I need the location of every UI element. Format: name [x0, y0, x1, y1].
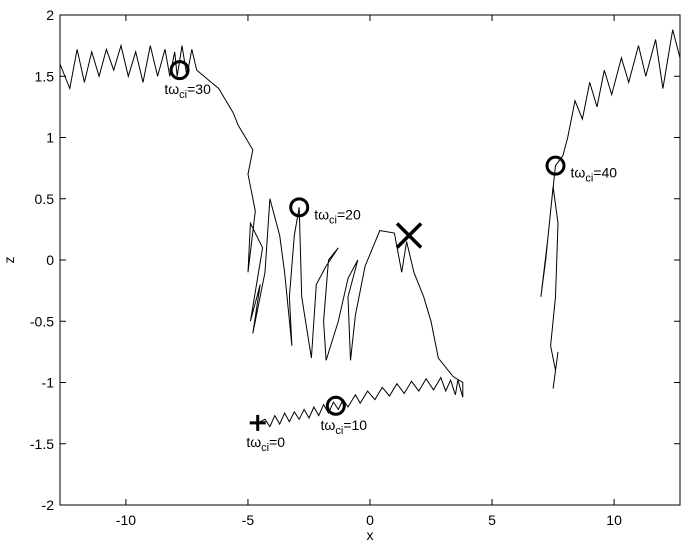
label-sub: ci: [261, 442, 269, 454]
label-sub: ci: [585, 173, 593, 185]
label-main: tω: [321, 417, 336, 433]
time-label: tωci=40: [571, 165, 618, 185]
x-tick-label: 0: [366, 512, 374, 528]
label-tail: =40: [593, 165, 617, 181]
time-label: tωci=0: [246, 434, 285, 454]
label-main: tω: [246, 434, 261, 450]
label-tail: =0: [269, 434, 285, 450]
y-axis-label: z: [1, 257, 17, 264]
time-marker: [325, 395, 346, 416]
y-tick-label: 0.5: [35, 191, 55, 207]
x-tick-label: -10: [116, 512, 136, 528]
x-tick-label: -5: [242, 512, 255, 528]
label-sub: ci: [335, 425, 343, 437]
x-marker: [395, 222, 423, 249]
label-main: tω: [571, 165, 586, 181]
y-tick-label: 1: [46, 130, 54, 146]
label-sub: ci: [329, 214, 337, 226]
time-label: tωci=20: [314, 206, 361, 226]
time-marker: [169, 60, 190, 81]
y-tick-label: -1.5: [30, 436, 54, 452]
label-tail: =30: [187, 81, 211, 97]
time-label: tωci=30: [164, 81, 211, 101]
time-label: tωci=10: [321, 417, 368, 437]
x-tick-label: 5: [488, 512, 496, 528]
label-sub: ci: [179, 89, 187, 101]
start-marker: [249, 414, 266, 431]
x-axis-label: x: [367, 527, 374, 543]
label-tail: =10: [343, 417, 367, 433]
time-marker: [289, 197, 310, 218]
x-tick-label: 10: [606, 512, 622, 528]
label-tail: =20: [337, 206, 361, 222]
trajectory: [59, 29, 681, 428]
label-main: tω: [164, 81, 179, 97]
plot-frame: [59, 14, 681, 506]
time-marker: [545, 155, 566, 176]
y-tick-label: -0.5: [30, 313, 54, 329]
y-tick-label: 1.5: [35, 68, 55, 84]
y-tick-label: -1: [42, 375, 55, 391]
y-tick-label: 2: [46, 7, 54, 23]
label-main: tω: [314, 206, 329, 222]
y-tick-label: 0: [46, 252, 54, 268]
y-tick-label: -2: [42, 497, 55, 513]
